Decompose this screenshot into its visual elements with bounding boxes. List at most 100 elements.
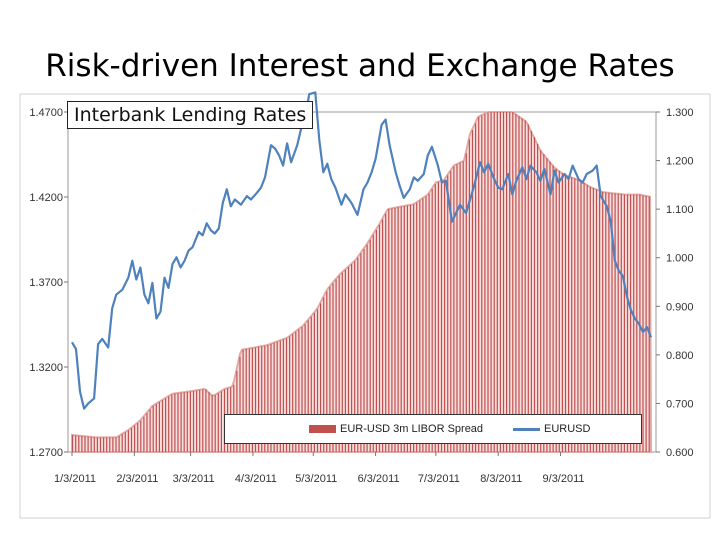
spread-bar-99 — [378, 224, 381, 452]
spread-bar-61 — [261, 346, 263, 452]
spread-bar-43 — [205, 389, 207, 452]
spread-bar-151 — [540, 150, 542, 452]
legend-swatch-eurusd — [513, 427, 540, 431]
spread-bar-112 — [419, 200, 421, 452]
spread-bar-167 — [589, 186, 591, 452]
spread-bar-126 — [462, 161, 464, 453]
spread-bar-80 — [320, 303, 322, 452]
spread-bar-113 — [422, 198, 424, 452]
spread-bar-165 — [583, 182, 585, 452]
spread-bar-13 — [112, 437, 114, 452]
spread-bar-93 — [360, 253, 362, 452]
spread-bar-75 — [304, 324, 306, 452]
spread-bar-153 — [546, 158, 548, 452]
right-tick-label-6: 1.200 — [666, 156, 694, 168]
spread-bar-155 — [552, 165, 554, 452]
spread-bar-95 — [366, 244, 368, 452]
spread-bar-69 — [285, 338, 288, 452]
x-tick-label-2: 3/3/2011 — [173, 473, 215, 485]
spread-bar-162 — [574, 178, 576, 452]
spread-bar-136 — [493, 112, 495, 452]
spread-bar-29 — [161, 400, 164, 452]
spread-bar-4 — [84, 436, 86, 452]
spread-bar-89 — [347, 267, 350, 452]
spread-bar-31 — [168, 396, 170, 452]
chart-frame — [19, 93, 711, 519]
spread-bar-117 — [434, 184, 436, 452]
spread-bar-66 — [276, 341, 278, 452]
spread-bar-78 — [313, 312, 315, 452]
spread-bar-129 — [471, 130, 474, 452]
spread-bar-150 — [537, 143, 539, 453]
x-tick-label-8: 9/3/2011 — [543, 473, 585, 485]
spread-bar-56 — [245, 349, 247, 452]
left-tick-label-4: 1.4700 — [29, 107, 63, 119]
spread-bar-164 — [580, 181, 582, 452]
spread-bar-5 — [87, 436, 89, 452]
spread-bar-10 — [103, 437, 105, 452]
spread-bar-54 — [239, 356, 241, 452]
spread-bar-158 — [561, 173, 563, 452]
spread-bar-45 — [211, 395, 213, 452]
spread-bar-131 — [478, 116, 480, 453]
right-tick-label-5: 1.100 — [666, 204, 694, 216]
spread-bar-114 — [425, 196, 427, 452]
spread-bar-161 — [571, 177, 573, 452]
spread-bar-157 — [558, 170, 560, 452]
spread-bar-176 — [617, 193, 619, 453]
spread-bar-88 — [344, 269, 346, 452]
spread-bar-55 — [242, 349, 244, 452]
spread-bar-116 — [431, 188, 433, 452]
spread-bar-79 — [316, 309, 319, 452]
spread-bar-12 — [109, 437, 111, 452]
spread-bar-103 — [391, 208, 393, 452]
right-tick-label-1: 0.700 — [666, 398, 694, 410]
spread-bar-152 — [543, 154, 545, 452]
spread-bar-140 — [506, 112, 508, 452]
right-tick-label-0: 0.600 — [666, 447, 694, 459]
spread-bar-166 — [586, 184, 588, 453]
spread-bar-81 — [323, 297, 325, 452]
spread-bar-139 — [502, 112, 505, 452]
spread-bar-174 — [611, 193, 613, 452]
spread-bar-25 — [149, 409, 151, 452]
spread-bar-53 — [236, 370, 238, 452]
spread-bar-156 — [555, 168, 557, 452]
spread-bar-59 — [254, 347, 257, 452]
left-tick-label-1: 1.3200 — [29, 362, 63, 374]
spread-bar-98 — [375, 229, 377, 452]
spread-bar-85 — [335, 279, 337, 452]
spread-bar-169 — [595, 189, 598, 452]
spread-bar-7 — [93, 437, 95, 452]
spread-bar-36 — [183, 392, 185, 452]
spread-bar-15 — [118, 436, 120, 452]
x-tick-label-0: 1/3/2011 — [54, 473, 96, 485]
spread-bar-94 — [363, 249, 365, 452]
spread-bar-171 — [602, 191, 604, 452]
spread-bar-40 — [196, 390, 198, 452]
spread-bar-102 — [388, 209, 390, 452]
spread-bar-14 — [115, 437, 117, 452]
spread-bar-73 — [298, 329, 300, 452]
spread-bar-127 — [465, 153, 467, 452]
spread-bar-64 — [270, 343, 272, 452]
spread-bar-133 — [484, 113, 486, 453]
spread-bar-181 — [633, 194, 635, 452]
spread-bar-184 — [642, 195, 644, 453]
spread-bar-87 — [341, 272, 343, 452]
left-tick-label-3: 1.4200 — [29, 192, 63, 204]
eurusd-line — [71, 91, 653, 410]
x-tick-label-6: 7/3/2011 — [418, 473, 460, 485]
spread-bar-60 — [258, 346, 260, 452]
spread-bar-147 — [527, 124, 529, 452]
spread-bar-137 — [496, 112, 498, 452]
spread-bar-65 — [273, 342, 275, 452]
spread-bar-24 — [146, 413, 148, 452]
spread-bar-154 — [549, 161, 551, 452]
spread-bar-39 — [192, 390, 195, 452]
x-tick-label-4: 5/3/2011 — [295, 473, 337, 485]
spread-bar-125 — [459, 162, 461, 453]
spread-bar-84 — [332, 283, 334, 452]
chart-title: Interbank Lending Rates — [67, 101, 314, 129]
spread-bar-122 — [450, 170, 452, 452]
